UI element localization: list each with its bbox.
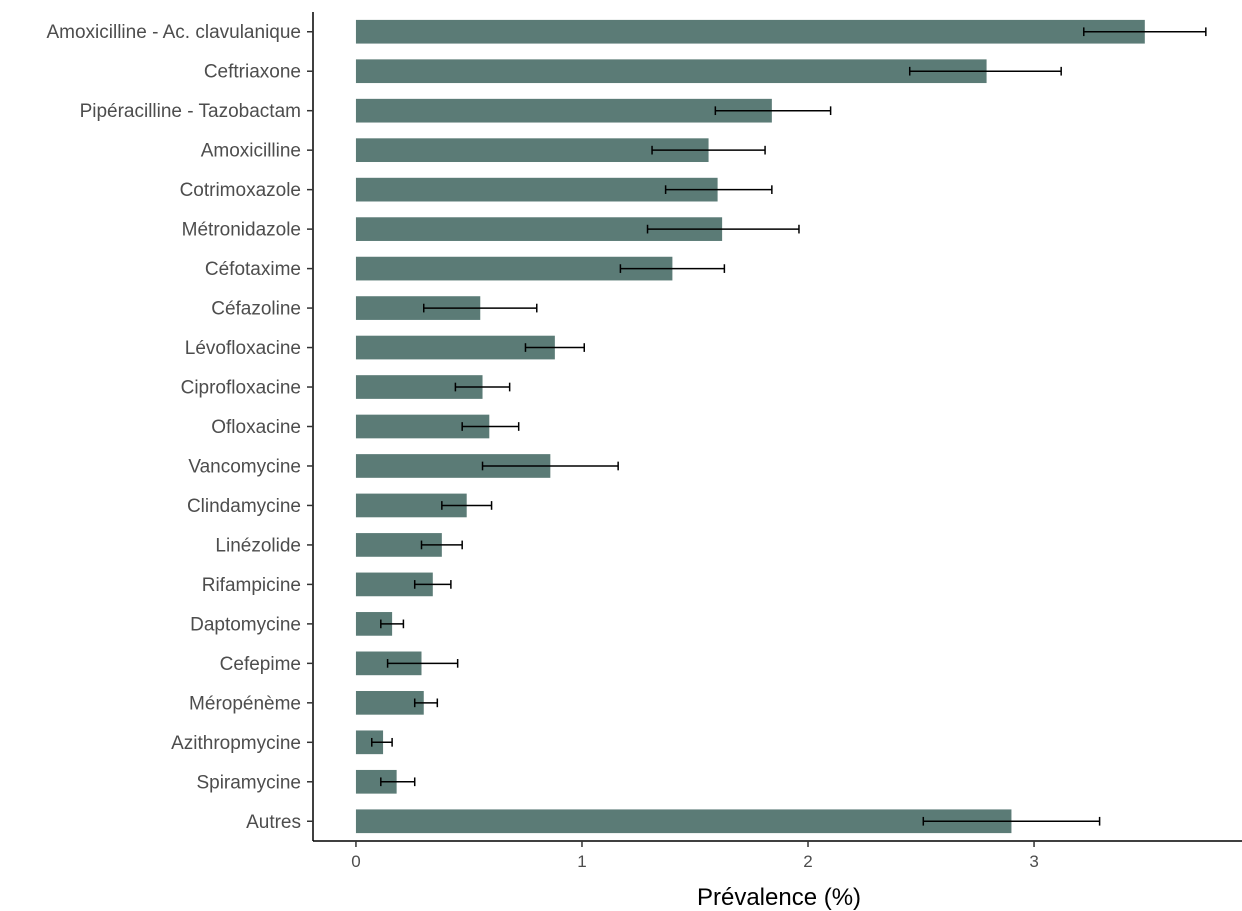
error-bar <box>1083 27 1207 37</box>
error-bar <box>454 382 511 392</box>
category-label: Clindamycine <box>187 496 301 517</box>
error-bar <box>714 106 832 116</box>
error-bar <box>524 343 585 352</box>
bar <box>355 769 397 794</box>
error-bar <box>651 145 766 155</box>
x-axis-title: Prévalence (%) <box>697 884 861 911</box>
error-bar <box>413 580 452 589</box>
category-label: Ceftriaxone <box>204 62 301 83</box>
error-bar <box>386 659 459 668</box>
category-label: Céfotaxime <box>205 259 301 280</box>
x-axis: 0 1 2 3 <box>351 841 1039 871</box>
category-label: Autres <box>246 812 301 833</box>
bar <box>355 375 483 399</box>
x-tick-label: 2 <box>803 852 812 871</box>
category-label: Amoxicilline - Ac. clavulanique <box>46 22 301 43</box>
bar <box>355 572 433 597</box>
category-label: Lévofloxacine <box>185 338 301 359</box>
error-bar <box>481 461 619 471</box>
error-bar <box>420 540 463 550</box>
category-label: Cefepime <box>220 654 301 675</box>
error-bar <box>461 422 520 431</box>
category-label: Rifampicine <box>202 575 301 596</box>
bar <box>355 809 1012 834</box>
x-tick-label: 0 <box>351 852 360 871</box>
error-bar <box>908 66 1062 76</box>
bar <box>355 612 393 636</box>
error-bar <box>380 777 416 787</box>
bar <box>355 730 384 755</box>
error-bar <box>922 816 1101 826</box>
category-label: Pipéracilline - Tazobactam <box>80 101 301 122</box>
category-label: Métronidazole <box>182 220 301 241</box>
bar <box>355 533 442 557</box>
error-bar <box>619 264 726 273</box>
category-label: Cotrimoxazole <box>180 180 301 201</box>
error-bars-layer <box>371 27 1207 826</box>
error-bar <box>646 224 800 234</box>
bar <box>355 414 490 439</box>
category-label: Méropénème <box>189 693 301 714</box>
error-bar <box>423 303 538 313</box>
bar <box>355 59 987 84</box>
x-tick-label: 1 <box>577 852 586 871</box>
bar <box>355 256 673 281</box>
category-label: Linézolide <box>215 535 301 556</box>
category-label: Daptomycine <box>190 614 301 635</box>
bar <box>355 98 772 123</box>
bar <box>355 493 467 518</box>
category-label: Ciprofloxacine <box>181 378 301 399</box>
error-bar <box>380 619 405 629</box>
bar <box>355 19 1145 44</box>
category-label: Spiramycine <box>196 772 301 793</box>
category-label: Azithropmycine <box>171 733 301 754</box>
x-tick-label: 3 <box>1029 852 1038 871</box>
category-label: Vancomycine <box>188 456 301 477</box>
bar <box>355 335 555 360</box>
error-bar <box>413 698 439 708</box>
bars-layer <box>355 19 1145 834</box>
bar <box>355 177 718 202</box>
category-label: Céfazoline <box>211 299 301 320</box>
error-bar <box>371 737 393 747</box>
bar <box>355 138 709 163</box>
bar <box>355 454 551 478</box>
bar <box>355 690 424 715</box>
bar <box>355 217 723 241</box>
bar <box>355 296 481 320</box>
error-bar <box>441 501 493 510</box>
category-label: Ofloxacine <box>211 417 301 438</box>
category-label: Amoxicilline <box>201 141 301 162</box>
y-axis: Amoxicilline - Ac. clavulanique Ceftriaxo… <box>46 22 313 833</box>
error-bar <box>664 185 773 194</box>
